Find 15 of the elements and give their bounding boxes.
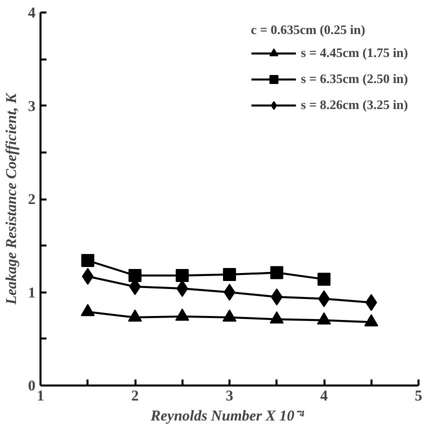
y-tick-label: 3 [28, 98, 36, 115]
y-tick-label: 0 [28, 378, 36, 394]
x-tick-label: 5 [414, 388, 422, 404]
legend-label: s = 6.35cm (2.50 in) [300, 71, 408, 87]
x-tick-label: 4 [320, 388, 328, 404]
x-tick-label: 2 [131, 388, 139, 404]
y-tick-label: 1 [28, 285, 36, 302]
y-axis-title: Leakage Resistance Coefficient, K [4, 92, 20, 306]
y-tick-label: 2 [28, 192, 36, 208]
y-tick-label: 4 [28, 6, 36, 22]
legend-label: s = 8.26cm (3.25 in) [300, 97, 408, 113]
legend-title: c = 0.635cm (0.25 in) [250, 22, 366, 38]
x-axis-title: Reynolds Number X 10⁻⁴ [150, 408, 305, 424]
x-tick-label: 3 [226, 388, 234, 404]
legend-label: s = 4.45cm (1.75 in) [300, 45, 408, 61]
